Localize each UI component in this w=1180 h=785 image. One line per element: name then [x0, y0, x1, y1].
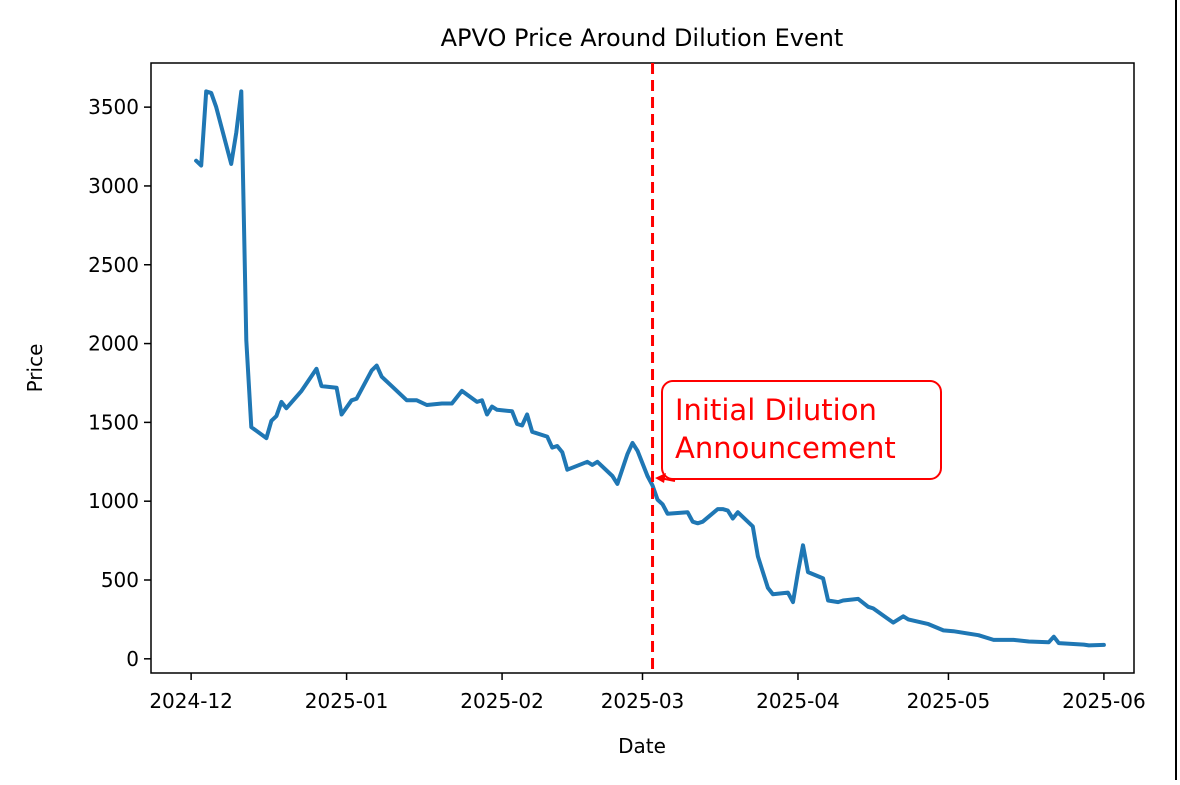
frame-edge — [1175, 0, 1177, 780]
chart-title: APVO Price Around Dilution Event — [441, 24, 844, 52]
y-tick-label: 2500 — [88, 253, 139, 277]
x-tick-label: 2025-04 — [756, 689, 840, 713]
dilution-annotation: Initial Dilution Announcement — [655, 380, 942, 483]
y-tick-label: 2000 — [88, 332, 139, 356]
x-tick-label: 2025-06 — [1062, 689, 1146, 713]
annotation-line-2: Announcement — [675, 431, 896, 465]
y-tick-label: 500 — [101, 568, 139, 592]
plot-area — [150, 62, 1135, 674]
y-axis-label: Price — [23, 344, 47, 393]
y-tick-label: 1000 — [88, 489, 139, 513]
x-tick-label: 2025-01 — [305, 689, 389, 713]
y-tick-label: 0 — [126, 647, 139, 671]
x-tick-label: 2025-02 — [460, 689, 544, 713]
x-tick-label: 2025-05 — [907, 689, 991, 713]
y-tick-label: 1500 — [88, 410, 139, 434]
x-axis: 2024-12 2025-01 2025-02 2025-03 2025-04 2025-… — [149, 673, 1146, 713]
price-series-line — [194, 89, 1106, 648]
annotation-line-1: Initial Dilution — [675, 393, 877, 427]
series-group — [194, 89, 1106, 648]
x-tick-label: 2024-12 — [149, 689, 233, 713]
annotation-box — [661, 380, 942, 480]
y-tick-label: 3000 — [88, 174, 139, 198]
y-tick-label: 3500 — [88, 95, 139, 119]
x-tick-label: 2025-03 — [601, 689, 685, 713]
annotation-arrowhead — [655, 473, 666, 483]
x-axis-label: Date — [618, 734, 666, 758]
y-axis: 0 500 1000 1500 2000 2500 3000 3500 — [88, 95, 151, 671]
